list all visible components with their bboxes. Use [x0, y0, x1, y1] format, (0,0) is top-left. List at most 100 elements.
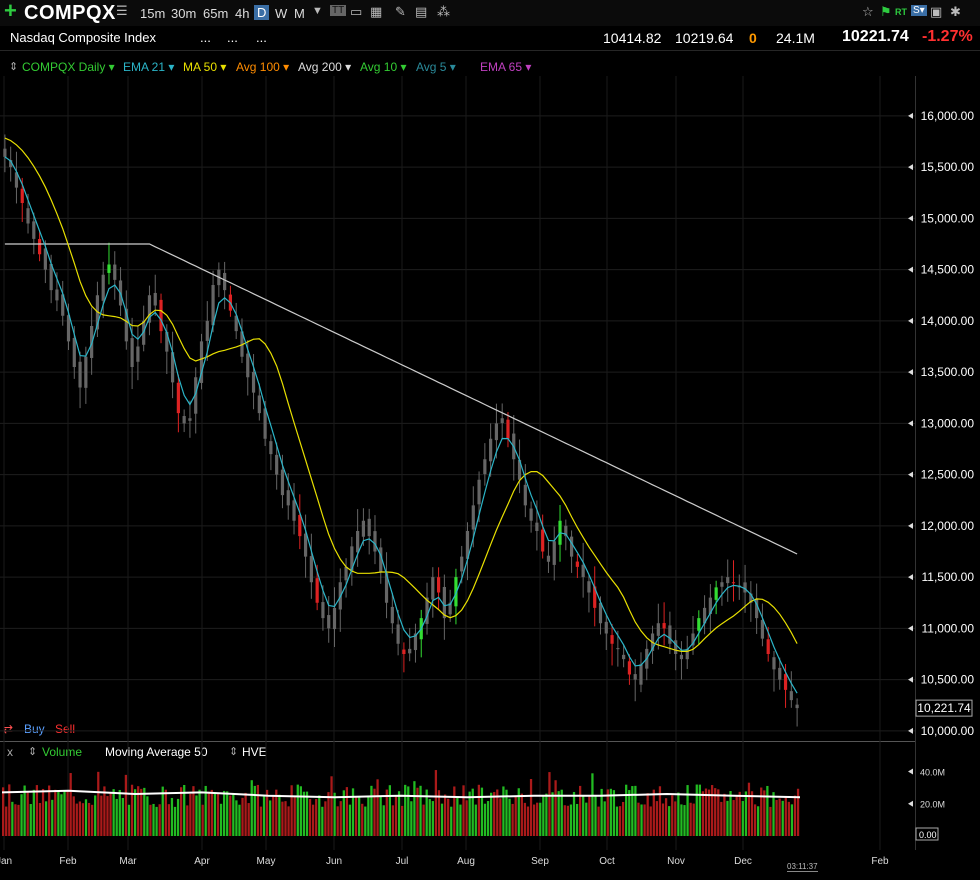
volume-bar: [256, 784, 260, 836]
indicator-ma50[interactable]: MA 50 ▾: [183, 60, 227, 74]
volume-bar: [262, 796, 266, 836]
volume-bar: [600, 788, 603, 836]
candle-body: [616, 648, 620, 650]
volume-bar: [250, 780, 253, 836]
candle-body: [165, 331, 169, 352]
volume-bar: [677, 792, 680, 836]
candle-body: [633, 674, 637, 680]
buy-button[interactable]: Buy: [24, 722, 45, 736]
volume-bar: [100, 795, 103, 836]
volume-bar: [698, 784, 701, 836]
volume-bar: [69, 773, 72, 836]
save-icon[interactable]: ▣: [930, 4, 943, 19]
candle-body: [645, 648, 649, 669]
candle-body: [298, 515, 302, 537]
tf-monthly[interactable]: M: [294, 6, 305, 21]
indicator-avg10[interactable]: Avg 10 ▾: [360, 60, 407, 74]
list-icon[interactable]: ☰: [116, 3, 128, 18]
volume-bar: [450, 806, 453, 836]
hve-updown-icon[interactable]: ⇕: [229, 746, 239, 758]
volume-updown-icon[interactable]: ⇕: [28, 746, 38, 758]
volume-bar: [714, 788, 717, 836]
tf-15m[interactable]: 15m: [140, 6, 166, 21]
tf-30m[interactable]: 30m: [171, 6, 197, 21]
volume-bar: [296, 784, 299, 836]
star-icon[interactable]: ☆: [862, 4, 874, 19]
x-tick-label: Jan: [0, 856, 12, 867]
y-tick-label: 14,000.00: [921, 314, 975, 328]
candle-body: [714, 587, 718, 600]
candle-body: [199, 341, 204, 383]
calculator-icon[interactable]: ▦: [370, 4, 383, 19]
volume-bar: [490, 792, 493, 836]
volume-bar: [416, 787, 419, 836]
candle-body: [564, 525, 568, 537]
chart-type-icon[interactable]: TT: [330, 5, 347, 16]
last-price-box: [915, 699, 973, 717]
candle-body: [327, 615, 331, 629]
pencil-icon[interactable]: ✎: [395, 4, 406, 19]
candle-body: [749, 593, 753, 603]
volume-bar: [772, 792, 775, 836]
indicator-avg5[interactable]: Avg 5 ▾: [416, 60, 456, 74]
tf-daily[interactable]: D: [254, 5, 270, 20]
candle-body: [523, 484, 527, 506]
indicator-avg200[interactable]: Avg 200 ▾: [298, 60, 352, 74]
symbol-title[interactable]: COMPQX: [24, 2, 116, 24]
indicator-compqx-daily[interactable]: COMPQX Daily ▾: [22, 60, 115, 74]
volume-bar: [315, 799, 318, 836]
tf-weekly[interactable]: W: [275, 6, 288, 21]
volume-bar: [747, 782, 751, 836]
close-volume-button[interactable]: x: [7, 745, 13, 759]
notes-icon[interactable]: ▤: [415, 4, 428, 19]
volume-bar: [41, 788, 45, 836]
volume-bar: [634, 785, 637, 836]
share-icon[interactable]: ⁂: [437, 4, 450, 19]
volume-label[interactable]: Volume: [42, 745, 83, 759]
candle-body: [269, 441, 273, 455]
x-tick-label: Feb: [59, 856, 77, 867]
indicator-ema65[interactable]: EMA 65 ▾: [480, 60, 532, 74]
candle-body: [43, 248, 47, 270]
volume-bar: [351, 788, 355, 836]
rt-icon[interactable]: RT: [895, 7, 907, 17]
volume-bar: [649, 806, 652, 836]
indicator-ema21[interactable]: EMA 21 ▾: [123, 60, 175, 74]
hve-label[interactable]: HVE: [242, 745, 267, 759]
volume-bar: [517, 788, 520, 836]
volume-bar: [275, 789, 278, 836]
candle-body: [26, 208, 30, 224]
tf-65m[interactable]: 65m: [203, 6, 229, 21]
indicator-avg100[interactable]: Avg 100 ▾: [236, 60, 290, 74]
tf-4h[interactable]: 4h: [235, 6, 250, 21]
volume-ma-label[interactable]: Moving Average 50: [105, 745, 208, 759]
y-tick-label: 10,000.00: [921, 724, 975, 738]
volume-bar: [201, 804, 204, 836]
settings-icon[interactable]: ✱: [950, 4, 961, 19]
volume-bar: [425, 789, 428, 836]
volume-bar: [459, 804, 462, 836]
trade-icon[interactable]: ⇄: [3, 722, 14, 736]
volume-bar: [532, 804, 536, 836]
volume-bar: [575, 803, 579, 836]
chevron-down-icon[interactable]: ▼: [312, 5, 323, 17]
volume-bar: [158, 804, 161, 836]
s-icon[interactable]: S▾: [911, 5, 927, 16]
volume-bar: [388, 785, 391, 836]
add-symbol-icon[interactable]: +: [4, 0, 17, 23]
y-tick-label: 12,500.00: [921, 468, 975, 482]
updown-icon[interactable]: ⇕: [9, 61, 19, 73]
candle-body: [9, 160, 13, 168]
volume-bar: [735, 795, 738, 836]
candle-body: [373, 531, 377, 552]
volume-bar: [723, 793, 726, 836]
volume-bar: [628, 790, 631, 836]
volume-bar: [554, 780, 557, 836]
candle-body: [541, 529, 545, 552]
candle-body: [240, 331, 244, 357]
compare-icon[interactable]: ▭: [350, 4, 363, 19]
flag-icon[interactable]: ⚑: [880, 4, 892, 19]
candle-body: [361, 520, 366, 537]
sell-button[interactable]: Sell: [55, 722, 76, 736]
candle-body: [332, 607, 337, 630]
